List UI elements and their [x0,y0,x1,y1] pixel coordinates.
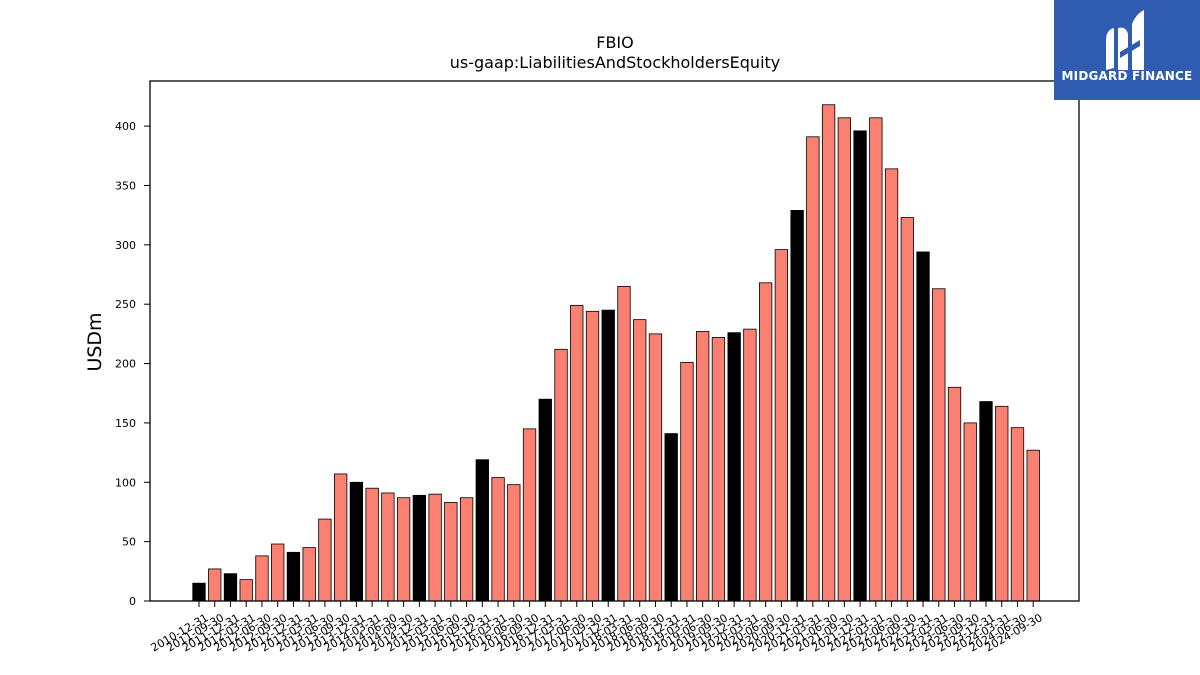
bar-2024-03-31 [995,405,1009,602]
bar-2015-03-31 [428,493,442,602]
bar-2019-06-30 [696,331,710,602]
bar-2013-03-31 [302,547,316,602]
bar-2021-09-30 [837,117,851,602]
bar-2014-12-31 [412,494,427,602]
bar-2016-06-30 [507,484,521,602]
bar-2018-12-31 [664,433,678,602]
bar-2015-09-30 [459,497,474,602]
bar-2011-12-31 [223,573,238,602]
bar-2018-06-30 [633,319,647,602]
plot-frame [149,80,1080,602]
y-axis-label: USDm [84,312,106,371]
bar-2021-12-31 [853,130,867,602]
bar-2024-06-30 [1010,427,1025,602]
y-tick-label: 200 [115,358,136,371]
y-tick-label: 100 [115,476,136,489]
bar-2022-03-31 [869,117,883,602]
bar-2020-03-31 [743,328,757,602]
bar-2016-09-30 [522,428,537,602]
bar-2014-06-30 [381,492,395,602]
midgard-logo-icon [1106,10,1144,70]
bar-2018-09-30 [648,333,663,602]
x-axis: 2010-12-312011-09-302011-12-312012-03-31… [149,601,1045,654]
bar-2020-06-30 [758,282,773,602]
bar-2018-03-31 [617,285,631,602]
y-tick-label: 400 [115,120,136,133]
bar-2020-09-30 [774,249,789,602]
bar-2020-12-31 [790,210,804,602]
logo-text: MIDGARD FINANCE [1061,69,1193,83]
y-tick-label: 150 [115,417,136,430]
bar-2012-06-30 [255,555,269,602]
y-tick-label: 250 [115,298,136,311]
bar-2022-12-31 [916,251,930,602]
bar-2023-12-31 [979,401,993,602]
bar-2019-09-30 [711,337,726,602]
bar-2022-06-30 [884,168,899,602]
bar-2014-03-31 [365,487,379,602]
y-tick-label: 350 [115,179,136,192]
bar-2021-03-31 [806,136,820,602]
bars-group [192,104,1040,602]
bar-2010-12-31 [192,582,206,602]
bar-2014-09-30 [396,497,411,602]
y-axis: 0 50 100 150 200 250 300 350 400 [115,120,150,608]
bar-2017-03-31 [554,348,568,602]
y-tick-label: 0 [129,595,136,608]
bar-2015-06-30 [444,502,458,602]
bar-2012-12-31 [286,551,301,602]
bar-2016-03-31 [491,477,505,602]
bar-2017-06-30 [570,304,584,602]
bar-2013-09-30 [334,473,348,602]
bar-2017-12-31 [601,309,615,602]
bar-2012-03-31 [239,579,253,602]
bar-2023-03-31 [932,288,946,602]
bar-2017-09-30 [585,310,600,602]
brand-logo: MIDGARD FINANCE [1054,0,1200,100]
y-tick-label: 50 [122,536,136,549]
bar-2019-03-31 [680,361,694,602]
bar-2011-09-30 [208,568,222,602]
bar-2012-09-30 [271,543,285,602]
bar-2023-09-30 [963,422,977,602]
bar-2019-12-31 [727,332,741,602]
chart-title: FBIO [596,33,634,52]
y-tick-label: 300 [115,239,136,252]
chart-subtitle: us-gaap:LiabilitiesAndStockholdersEquity [450,53,781,72]
bar-2024-09-30 [1026,449,1040,602]
bar-2023-06-30 [947,386,962,602]
bar-2021-06-30 [821,104,836,602]
bar-2016-12-31 [538,398,552,602]
bar-2022-09-30 [900,217,914,602]
bar-2013-12-31 [349,481,364,602]
bar-2013-06-30 [318,518,332,602]
bar-2015-12-31 [475,459,489,602]
